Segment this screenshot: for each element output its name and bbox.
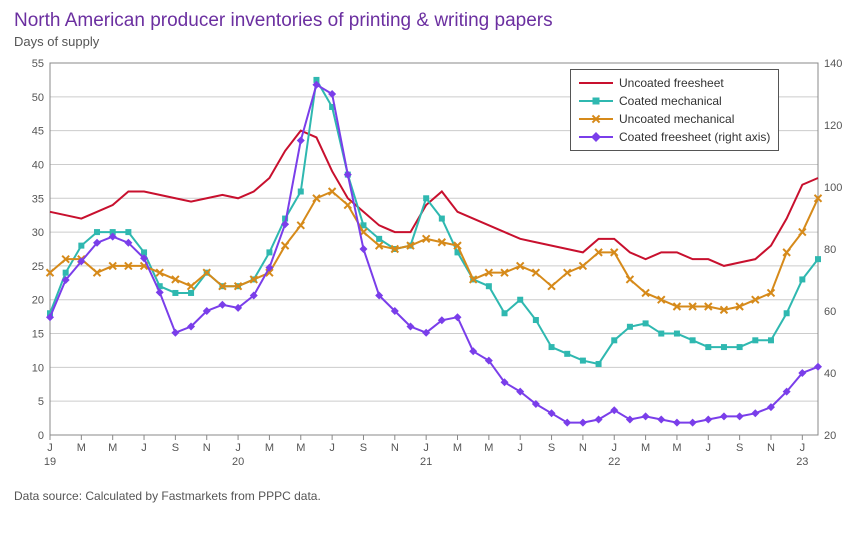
legend-item: Coated mechanical bbox=[579, 92, 770, 110]
svg-text:25: 25 bbox=[32, 261, 44, 273]
svg-text:S: S bbox=[360, 442, 367, 454]
svg-text:21: 21 bbox=[420, 456, 432, 468]
svg-text:120: 120 bbox=[824, 120, 842, 132]
svg-text:S: S bbox=[736, 442, 743, 454]
legend-swatch bbox=[579, 112, 613, 126]
svg-text:M: M bbox=[265, 442, 274, 454]
chart-title: North American producer inventories of p… bbox=[14, 10, 850, 32]
svg-text:20: 20 bbox=[232, 456, 244, 468]
svg-text:80: 80 bbox=[824, 244, 836, 256]
svg-text:45: 45 bbox=[32, 126, 44, 138]
svg-text:J: J bbox=[329, 442, 335, 454]
svg-text:100: 100 bbox=[824, 182, 842, 194]
legend-item: Uncoated freesheet bbox=[579, 74, 770, 92]
svg-text:60: 60 bbox=[824, 306, 836, 318]
chart-subtitle: Days of supply bbox=[14, 34, 850, 49]
svg-text:J: J bbox=[47, 442, 53, 454]
legend-label: Uncoated mechanical bbox=[619, 112, 734, 126]
svg-text:J: J bbox=[423, 442, 429, 454]
svg-text:J: J bbox=[517, 442, 523, 454]
legend-item: Uncoated mechanical bbox=[579, 110, 770, 128]
svg-text:35: 35 bbox=[32, 193, 44, 205]
svg-text:M: M bbox=[641, 442, 650, 454]
chart-plot-area: 0 5 10 15 20 25 30 35 40 45 50 55 20 40 60 80 100 120 140 J… bbox=[14, 53, 850, 483]
svg-text:S: S bbox=[172, 442, 179, 454]
svg-text:N: N bbox=[767, 442, 775, 454]
svg-text:23: 23 bbox=[796, 456, 808, 468]
svg-text:30: 30 bbox=[32, 227, 44, 239]
svg-text:J: J bbox=[706, 442, 712, 454]
legend-label: Coated mechanical bbox=[619, 94, 722, 108]
svg-text:40: 40 bbox=[32, 159, 44, 171]
svg-text:140: 140 bbox=[824, 58, 842, 70]
svg-text:M: M bbox=[77, 442, 86, 454]
chart-footer: Data source: Calculated by Fastmarkets f… bbox=[14, 489, 850, 503]
svg-text:J: J bbox=[141, 442, 147, 454]
svg-text:M: M bbox=[296, 442, 305, 454]
svg-text:15: 15 bbox=[32, 329, 44, 341]
svg-text:J: J bbox=[235, 442, 241, 454]
legend-swatch bbox=[579, 130, 613, 144]
svg-text:M: M bbox=[484, 442, 493, 454]
legend-swatch bbox=[579, 94, 613, 108]
svg-text:N: N bbox=[579, 442, 587, 454]
chart-container: North American producer inventories of p… bbox=[0, 0, 864, 541]
svg-text:40: 40 bbox=[824, 368, 836, 380]
svg-text:5: 5 bbox=[38, 396, 44, 408]
svg-text:50: 50 bbox=[32, 92, 44, 104]
svg-text:22: 22 bbox=[608, 456, 620, 468]
legend-item: Coated freesheet (right axis) bbox=[579, 128, 770, 146]
svg-text:N: N bbox=[203, 442, 211, 454]
legend-swatch bbox=[579, 76, 613, 90]
svg-text:J: J bbox=[611, 442, 617, 454]
svg-text:20: 20 bbox=[32, 295, 44, 307]
svg-text:S: S bbox=[548, 442, 555, 454]
svg-text:19: 19 bbox=[44, 456, 56, 468]
svg-text:20: 20 bbox=[824, 430, 836, 442]
svg-text:M: M bbox=[108, 442, 117, 454]
chart-legend: Uncoated freesheet Coated mechanical Uncoa… bbox=[570, 69, 779, 151]
svg-text:N: N bbox=[391, 442, 399, 454]
legend-label: Uncoated freesheet bbox=[619, 76, 724, 90]
svg-text:0: 0 bbox=[38, 430, 44, 442]
svg-text:J: J bbox=[800, 442, 806, 454]
svg-text:55: 55 bbox=[32, 58, 44, 70]
svg-text:10: 10 bbox=[32, 362, 44, 374]
svg-text:M: M bbox=[672, 442, 681, 454]
legend-label: Coated freesheet (right axis) bbox=[619, 130, 770, 144]
svg-text:M: M bbox=[453, 442, 462, 454]
